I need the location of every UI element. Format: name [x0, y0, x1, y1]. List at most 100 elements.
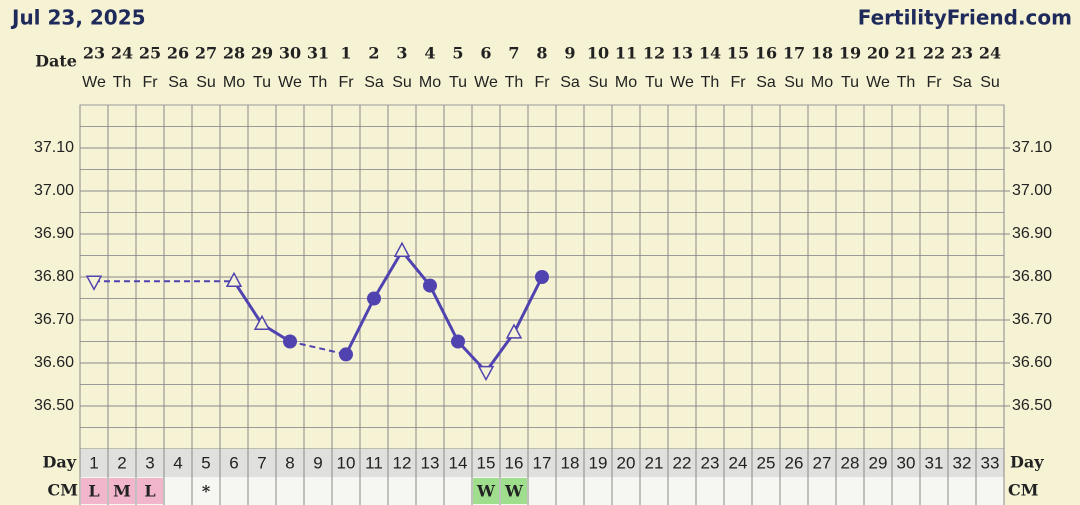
weekday: We: [866, 74, 890, 91]
weekday: Fr: [338, 74, 354, 91]
weekday: Tu: [449, 74, 467, 91]
weekday: Su: [980, 74, 1000, 91]
weekday: Th: [113, 74, 132, 91]
weekday: Mo: [419, 74, 441, 91]
y-tick-label-right: 36.50: [1012, 397, 1052, 414]
weekday: Su: [588, 74, 608, 91]
cm-cell: [109, 478, 135, 504]
day-number: 6: [229, 453, 238, 472]
date-number: 26: [167, 44, 189, 63]
date-number: 28: [223, 44, 245, 63]
weekday: Tu: [841, 74, 859, 91]
day-number: 19: [589, 453, 608, 472]
temp-point: [393, 241, 411, 257]
y-tick-label: 36.90: [34, 225, 74, 242]
temp-point: [535, 270, 549, 284]
weekday: Su: [392, 74, 412, 91]
y-tick-label-right: 36.90: [1012, 225, 1052, 242]
temp-point: [225, 271, 243, 288]
date-number: 24: [979, 44, 1001, 63]
temp-segment: [344, 297, 376, 356]
cm-label: CM: [48, 481, 78, 500]
date-number: 23: [83, 44, 105, 63]
day-number: 30: [897, 453, 916, 472]
day-number: 5: [201, 453, 210, 472]
day-number: 23: [701, 453, 720, 472]
cm-cell: [473, 478, 499, 504]
date-number: 25: [139, 44, 161, 63]
day-number: 20: [617, 453, 636, 472]
cm-value: M: [113, 482, 131, 501]
y-tick-label: 36.80: [34, 268, 74, 285]
day-number: 21: [645, 453, 664, 472]
y-tick-label-right: 36.60: [1012, 354, 1052, 371]
day-number: 2: [117, 453, 126, 472]
day-number: 11: [365, 453, 383, 472]
y-tick-label: 36.50: [34, 397, 74, 414]
temp-point: [477, 365, 495, 382]
temp-point: [283, 334, 297, 349]
weekday: Sa: [560, 74, 580, 91]
date-number: 29: [251, 44, 273, 63]
weekday: We: [474, 74, 498, 91]
y-tick-label: 36.60: [34, 354, 74, 371]
weekday: Th: [505, 74, 524, 91]
y-tick-label: 36.70: [34, 311, 74, 328]
cm-value: L: [88, 482, 99, 501]
cm-value: *: [202, 482, 211, 501]
cm-cell: [81, 478, 107, 504]
cm-value: L: [144, 482, 155, 501]
temp-point: [367, 291, 381, 306]
date-number: 8: [536, 44, 547, 63]
date-number: 19: [839, 44, 861, 63]
day-number: 14: [449, 453, 468, 472]
weekday: Th: [897, 74, 916, 91]
date-number: 7: [508, 44, 519, 63]
cm-value: W: [504, 482, 524, 501]
day-number: 33: [981, 453, 1000, 472]
temp-segment: [372, 250, 404, 300]
chart-date: Jul 23, 2025: [10, 6, 146, 30]
cm-label-right: CM: [1008, 481, 1038, 500]
weekday: Fr: [730, 74, 746, 91]
temp-point: [85, 275, 103, 291]
day-number: 28: [841, 453, 860, 472]
weekday: Tu: [253, 74, 271, 91]
weekday: Su: [196, 74, 216, 91]
weekday: We: [278, 74, 302, 91]
y-tick-label: 37.00: [34, 182, 74, 199]
day-number: 10: [337, 453, 356, 472]
date-number: 17: [783, 44, 805, 63]
cm-cell: [137, 478, 163, 504]
date-number: 14: [699, 44, 721, 63]
day-number: 3: [145, 453, 154, 472]
date-number: 5: [452, 44, 463, 63]
date-number: 9: [564, 44, 575, 63]
day-number: 24: [729, 453, 748, 472]
weekday: Sa: [952, 74, 972, 91]
day-label: Day: [42, 453, 76, 472]
temp-point: [423, 278, 437, 293]
weekday: Mo: [223, 74, 245, 91]
date-number: 1: [340, 44, 351, 63]
date-number: 21: [895, 44, 917, 63]
cm-cell: [501, 478, 527, 504]
temp-segment: [512, 276, 544, 334]
day-number: 31: [925, 453, 944, 472]
date-number: 6: [480, 44, 491, 63]
day-number: 18: [561, 453, 580, 472]
date-number: 4: [424, 44, 435, 63]
weekday: Su: [784, 74, 804, 91]
date-number: 24: [111, 44, 133, 63]
weekday: Mo: [615, 74, 637, 91]
temp-segment: [484, 332, 516, 373]
day-number: 9: [313, 453, 322, 472]
weekday: Th: [309, 74, 328, 91]
date-number: 27: [195, 44, 217, 63]
weekday: Fr: [142, 74, 158, 91]
y-tick-label-right: 36.70: [1012, 311, 1052, 328]
weekday: Fr: [926, 74, 942, 91]
date-number: 10: [587, 44, 609, 63]
